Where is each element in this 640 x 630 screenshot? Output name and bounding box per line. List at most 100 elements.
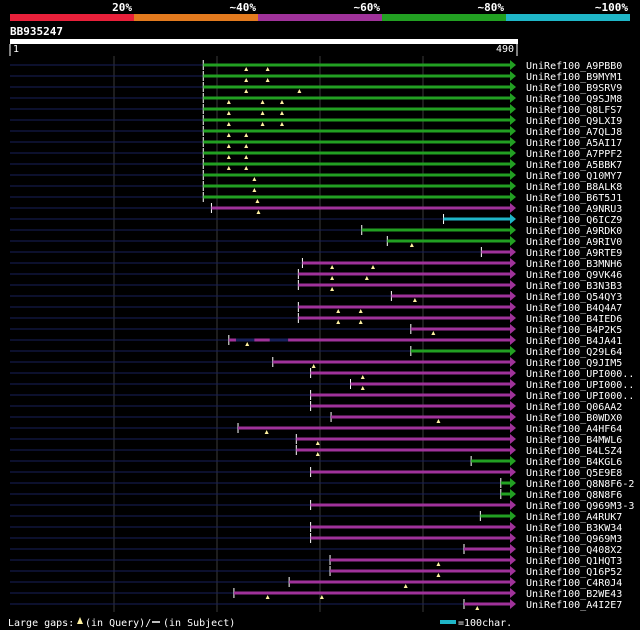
- hit-row[interactable]: UniRef100_Q8LFS7: [10, 104, 622, 116]
- hit-name[interactable]: UniRef100_UPI000..: [526, 369, 634, 380]
- hit-name[interactable]: UniRef100_C4R0J4: [526, 578, 622, 589]
- hit-name[interactable]: UniRef100_UPI000..: [526, 391, 634, 402]
- hit-row[interactable]: UniRef100_B4Q4A7: [10, 302, 622, 314]
- hit-name[interactable]: UniRef100_Q8LFS7: [526, 105, 622, 116]
- hit-name[interactable]: UniRef100_A9RTE9: [526, 248, 622, 259]
- hit-row[interactable]: UniRef100_C4R0J4: [10, 577, 622, 589]
- hit-name[interactable]: UniRef100_B3MNH6: [526, 259, 622, 270]
- hit-name[interactable]: UniRef100_Q16P52: [526, 567, 622, 578]
- hit-name[interactable]: UniRef100_B4Q4A7: [526, 303, 622, 314]
- hit-row[interactable]: UniRef100_Q8N8F6: [10, 489, 622, 501]
- hit-row[interactable]: UniRef100_Q06AA2: [10, 401, 622, 413]
- hit-row[interactable]: UniRef100_B6T5J1: [10, 192, 622, 204]
- hit-name[interactable]: UniRef100_Q5E9E8: [526, 468, 622, 479]
- hit-name[interactable]: UniRef100_A9RIV0: [526, 237, 622, 248]
- hit-row[interactable]: UniRef100_Q5E9E8: [10, 467, 622, 479]
- hit-name[interactable]: UniRef100_B4KGL6: [526, 457, 622, 468]
- hit-row[interactable]: UniRef100_Q9SJM8: [10, 93, 622, 105]
- hit-name[interactable]: UniRef100_B4IED6: [526, 314, 622, 325]
- hit-name[interactable]: UniRef100_Q9SJM8: [526, 94, 622, 105]
- hit-row[interactable]: UniRef100_A4RUK7: [10, 511, 622, 523]
- hit-name[interactable]: UniRef100_Q10MY7: [526, 171, 622, 182]
- hit-name[interactable]: UniRef100_B9MYM1: [526, 72, 622, 83]
- hit-row[interactable]: UniRef100_Q10MY7: [10, 170, 622, 182]
- hit-row[interactable]: UniRef100_A9RIV0: [10, 236, 622, 248]
- hit-name[interactable]: UniRef100_B3N3B3: [526, 281, 622, 292]
- hit-name[interactable]: UniRef100_Q9JIM5: [526, 358, 622, 369]
- hit-row[interactable]: UniRef100_A5BBK7: [10, 159, 622, 171]
- hit-name[interactable]: UniRef100_B9SRV9: [526, 83, 622, 94]
- hit-row[interactable]: UniRef100_Q16P52: [10, 566, 622, 578]
- hit-name[interactable]: UniRef100_B2WE43: [526, 589, 622, 600]
- hit-row[interactable]: UniRef100_B4LSZ4: [10, 445, 622, 457]
- hit-row[interactable]: UniRef100_Q9LXI9: [10, 115, 622, 127]
- hit-name[interactable]: UniRef100_A7PPF2: [526, 149, 622, 160]
- hit-row[interactable]: UniRef100_A4I2E7: [10, 599, 622, 611]
- hit-name[interactable]: UniRef100_Q969M3: [526, 534, 622, 545]
- hit-row[interactable]: UniRef100_B4JA41: [10, 335, 622, 347]
- hit-row[interactable]: UniRef100_Q6ICZ9: [10, 214, 622, 226]
- hit-row[interactable]: UniRef100_Q8N8F6-2: [10, 478, 634, 490]
- hit-name[interactable]: UniRef100_B4MWL6: [526, 435, 622, 446]
- hit-name[interactable]: UniRef100_A4I2E7: [526, 600, 622, 611]
- hit-row[interactable]: UniRef100_A7PPF2: [10, 148, 622, 160]
- hit-row[interactable]: UniRef100_A5AI17: [10, 137, 622, 149]
- hit-name[interactable]: UniRef100_Q969M3-3: [526, 501, 634, 512]
- hit-name[interactable]: UniRef100_B4LSZ4: [526, 446, 622, 457]
- hit-row[interactable]: UniRef100_Q9VK46: [10, 269, 622, 281]
- hit-name[interactable]: UniRef100_A5BBK7: [526, 160, 622, 171]
- hit-name[interactable]: UniRef100_Q1HQT3: [526, 556, 622, 567]
- hit-name[interactable]: UniRef100_Q54QY3: [526, 292, 622, 303]
- hit-name[interactable]: UniRef100_Q06AA2: [526, 402, 622, 413]
- hit-name[interactable]: UniRef100_B3KW34: [526, 523, 622, 534]
- hit-name[interactable]: UniRef100_Q8N8F6: [526, 490, 622, 501]
- hit-row[interactable]: UniRef100_A9RDK0: [10, 225, 622, 237]
- hit-row[interactable]: UniRef100_Q1HQT3: [10, 555, 622, 567]
- hit-name[interactable]: UniRef100_B0WDX0: [526, 413, 622, 424]
- hit-name[interactable]: UniRef100_A4HF64: [526, 424, 622, 435]
- hit-row[interactable]: UniRef100_UPI000..: [10, 390, 634, 402]
- hit-row[interactable]: UniRef100_A9PBB0: [10, 60, 622, 72]
- hit-name[interactable]: UniRef100_A9RDK0: [526, 226, 622, 237]
- hit-row[interactable]: UniRef100_B2WE43: [10, 588, 622, 600]
- hit-row[interactable]: UniRef100_B4IED6: [10, 313, 622, 325]
- hit-row[interactable]: UniRef100_B0WDX0: [10, 412, 622, 424]
- hit-row[interactable]: UniRef100_A7QLJ8: [10, 126, 622, 138]
- hit-name[interactable]: UniRef100_Q9VK46: [526, 270, 622, 281]
- hit-row[interactable]: UniRef100_B4MWL6: [10, 434, 622, 446]
- hit-row[interactable]: UniRef100_B3MNH6: [10, 258, 622, 270]
- hit-name[interactable]: UniRef100_UPI000..: [526, 380, 634, 391]
- hit-name[interactable]: UniRef100_Q8N8F6-2: [526, 479, 634, 490]
- hit-name[interactable]: UniRef100_Q9LXI9: [526, 116, 622, 127]
- hit-name[interactable]: UniRef100_A9PBB0: [526, 61, 622, 72]
- hit-row[interactable]: UniRef100_B4P2K5: [10, 324, 622, 336]
- hit-row[interactable]: UniRef100_B3KW34: [10, 522, 622, 534]
- hit-name[interactable]: UniRef100_A9NRU3: [526, 204, 622, 215]
- hit-row[interactable]: UniRef100_Q29L64: [10, 346, 622, 358]
- hit-row[interactable]: UniRef100_A9RTE9: [10, 247, 622, 259]
- hit-name[interactable]: UniRef100_B6T5J1: [526, 193, 622, 204]
- hit-row[interactable]: UniRef100_B9SRV9: [10, 82, 622, 94]
- hit-row[interactable]: UniRef100_UPI000..: [10, 379, 634, 391]
- hit-row[interactable]: UniRef100_Q969M3-3: [10, 500, 634, 512]
- hit-name[interactable]: UniRef100_Q6ICZ9: [526, 215, 622, 226]
- hit-name[interactable]: UniRef100_B8ALK8: [526, 182, 622, 193]
- hit-name[interactable]: UniRef100_B4P2K5: [526, 325, 622, 336]
- hit-name[interactable]: UniRef100_A4RUK7: [526, 512, 622, 523]
- hit-row[interactable]: UniRef100_B9MYM1: [10, 71, 622, 83]
- hit-name[interactable]: UniRef100_Q408X2: [526, 545, 622, 556]
- hit-row[interactable]: UniRef100_B8ALK8: [10, 181, 622, 193]
- hit-name[interactable]: UniRef100_B4JA41: [526, 336, 622, 347]
- hit-row[interactable]: UniRef100_A4HF64: [10, 423, 622, 435]
- hit-name[interactable]: UniRef100_Q29L64: [526, 347, 622, 358]
- hit-name[interactable]: UniRef100_A7QLJ8: [526, 127, 622, 138]
- hit-row[interactable]: UniRef100_Q408X2: [10, 544, 622, 556]
- hit-name[interactable]: UniRef100_A5AI17: [526, 138, 622, 149]
- hit-row[interactable]: UniRef100_B4KGL6: [10, 456, 622, 468]
- hit-row[interactable]: UniRef100_B3N3B3: [10, 280, 622, 292]
- hit-row[interactable]: UniRef100_Q969M3: [10, 533, 622, 545]
- hit-row[interactable]: UniRef100_Q9JIM5: [10, 357, 622, 369]
- hit-row[interactable]: UniRef100_UPI000..: [10, 368, 634, 380]
- hit-row[interactable]: UniRef100_Q54QY3: [10, 291, 622, 303]
- hit-row[interactable]: UniRef100_A9NRU3: [10, 203, 622, 215]
